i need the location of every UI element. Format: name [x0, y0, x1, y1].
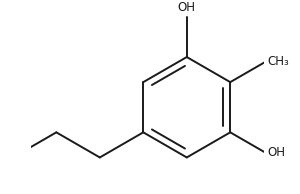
Text: OH: OH [267, 146, 285, 159]
Text: OH: OH [178, 1, 196, 14]
Text: CH₃: CH₃ [267, 55, 289, 68]
